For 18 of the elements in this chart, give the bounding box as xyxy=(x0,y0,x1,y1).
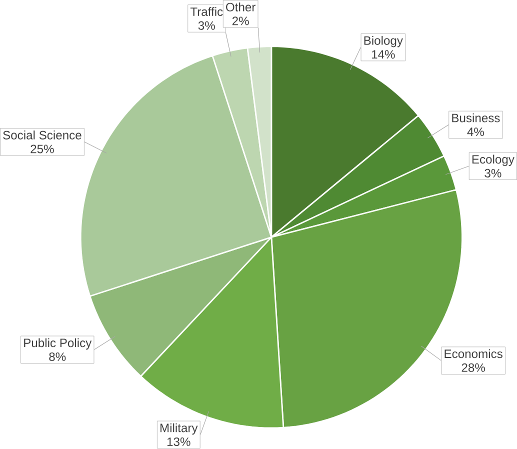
data-label: 8% xyxy=(49,352,66,362)
data-label: 13% xyxy=(167,438,190,446)
slice-label: Public Policy xyxy=(24,338,92,350)
slice-label: Biology xyxy=(364,36,403,48)
slice-label: Other xyxy=(226,2,256,12)
slice-label: Economics xyxy=(444,349,502,358)
data-label: 3% xyxy=(198,21,215,30)
data-label: 4% xyxy=(467,128,484,136)
slice-label: Business xyxy=(452,114,500,123)
slice-label: Traffic xyxy=(190,7,223,16)
data-label: 3% xyxy=(484,169,502,178)
data-label: 25% xyxy=(30,144,54,154)
slice-label: Social Science xyxy=(3,130,82,140)
data-label: 28% xyxy=(462,364,485,372)
slice-label: Ecology xyxy=(472,154,514,166)
data-label: 2% xyxy=(232,16,249,26)
data-label: 14% xyxy=(372,50,395,59)
slice-label: Military xyxy=(160,424,198,435)
